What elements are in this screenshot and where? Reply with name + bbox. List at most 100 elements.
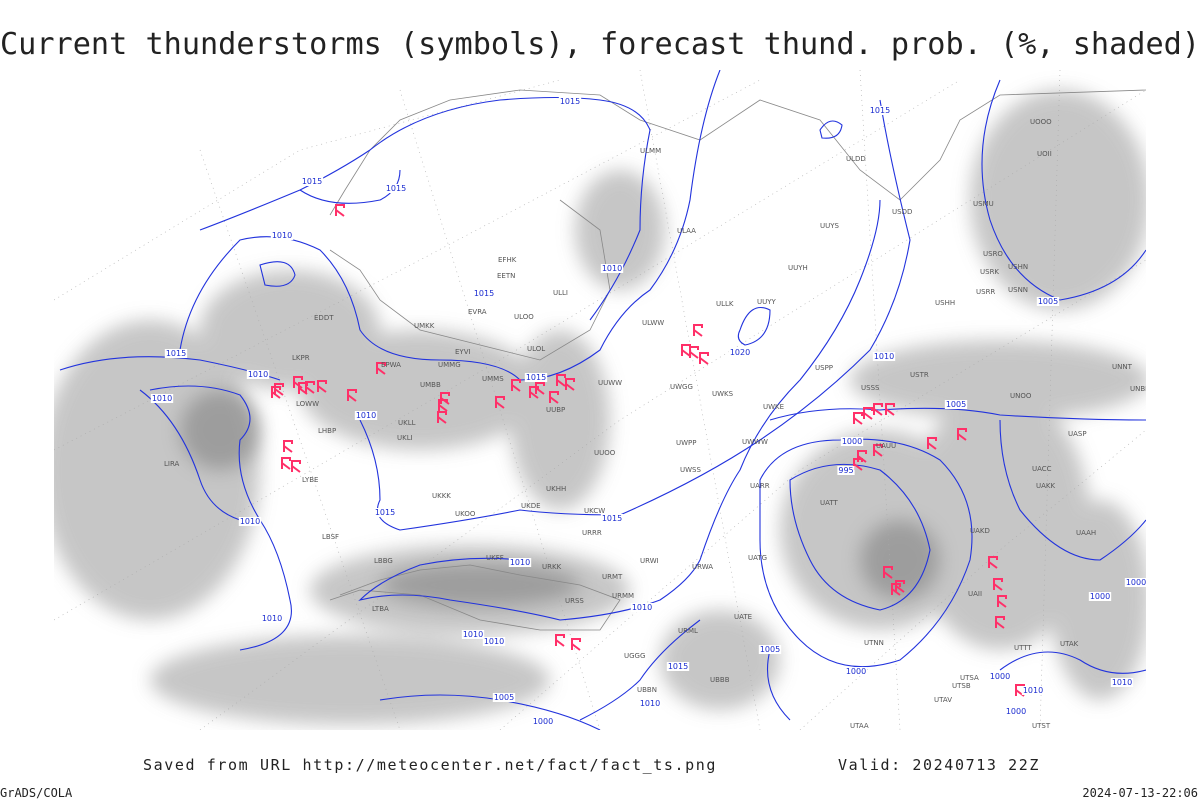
isobar-label: 1010 xyxy=(272,231,292,240)
thunderstorm-symbol xyxy=(993,578,1003,591)
thunderstorm-symbol xyxy=(853,458,863,471)
isobar-label: 1000 xyxy=(1006,707,1026,716)
station-label: UKKK xyxy=(432,492,451,500)
isobar-label-bg xyxy=(482,637,506,646)
station-label: UWKS xyxy=(712,390,734,398)
station-label: UATE xyxy=(734,613,752,621)
isobar-labels: 1015101510151015101010101015101510101010… xyxy=(150,97,1146,726)
station-label: URMT xyxy=(602,573,623,581)
station-label: UTTT xyxy=(1014,644,1032,652)
station-label: UNNT xyxy=(1112,363,1133,371)
station-label: UMBB xyxy=(420,381,441,389)
thunderstorm-symbol xyxy=(873,444,883,457)
station-label: URMM xyxy=(612,592,634,600)
station-label: UBBN xyxy=(637,686,657,694)
thunderstorm-symbol xyxy=(556,374,566,387)
thunderstorm-symbol xyxy=(565,378,575,391)
isobar-label-bg xyxy=(840,437,864,446)
station-label: USRR xyxy=(976,288,995,296)
thunderstorm-symbol xyxy=(271,386,281,399)
station-label: ULOO xyxy=(514,313,534,321)
station-label: USMU xyxy=(973,200,994,208)
station-label: UTST xyxy=(1032,722,1051,730)
station-label: UKHH xyxy=(546,485,566,493)
station-label: UMMS xyxy=(482,375,504,383)
isobar-label-bg xyxy=(600,264,624,273)
thunderstorm-symbol xyxy=(571,638,581,651)
station-label: UAII xyxy=(968,590,982,598)
isobar-label: 1010 xyxy=(484,637,504,646)
station-label: UNOO xyxy=(1010,392,1032,400)
isobar-label: 1015 xyxy=(166,349,186,358)
thunderstorm-symbol xyxy=(511,379,521,392)
thunderstorm-symbol xyxy=(555,634,565,647)
station-label: UMKK xyxy=(414,322,435,330)
isobar-label: 1005 xyxy=(946,400,966,409)
isobar-label-bg xyxy=(872,352,896,361)
isobar-label: 1015 xyxy=(668,662,688,671)
isobar-label-bg xyxy=(354,411,378,420)
isobar-label-bg xyxy=(270,231,294,240)
isobar-label: 1000 xyxy=(533,717,553,726)
isobar-label-bg xyxy=(1088,592,1112,601)
isobar-label-bg xyxy=(666,662,690,671)
station-label: USNN xyxy=(1008,286,1028,294)
station-label: LIRA xyxy=(164,460,180,468)
station-label: URWA xyxy=(692,563,713,571)
isobar-label-bg xyxy=(1124,578,1146,587)
isobar-label-bg xyxy=(988,672,1012,681)
station-label: UUYY xyxy=(757,298,777,306)
thunderstorm-symbol xyxy=(997,595,1007,608)
thunderstorm-symbol xyxy=(883,566,893,579)
thunderstorm-symbol xyxy=(863,407,873,420)
isobar-label-bg xyxy=(373,508,397,517)
isobar-label-bg xyxy=(492,693,516,702)
isobar-label-bg xyxy=(638,699,662,708)
station-label: UKOO xyxy=(455,510,476,518)
isobar-label-bg xyxy=(844,667,868,676)
station-label: UTAA xyxy=(850,722,869,730)
thunderstorm-symbol xyxy=(995,616,1005,629)
station-label: UARR xyxy=(750,482,770,490)
thunderstorm-symbol xyxy=(347,389,357,402)
isobar-label-bg xyxy=(524,373,548,382)
station-label: UAKK xyxy=(1036,482,1056,490)
station-label: ULLK xyxy=(716,300,734,308)
station-label: UAUU xyxy=(876,442,896,450)
station-label: UKLL xyxy=(398,419,416,427)
station-label: USSS xyxy=(861,384,880,392)
isobar-label-bg xyxy=(508,558,532,567)
station-label: UBBB xyxy=(710,676,730,684)
isobar-label-bg xyxy=(461,630,485,639)
thunderstorm-symbol xyxy=(693,324,703,337)
station-label: UAKD xyxy=(970,527,990,535)
thunderstorm-symbol xyxy=(535,382,545,395)
station-label: LHBP xyxy=(318,427,336,435)
isobar-label: 1000 xyxy=(990,672,1010,681)
timestamp: 2024-07-13-22:06 xyxy=(1082,786,1198,800)
isobar-label: 1020 xyxy=(730,348,750,357)
isobar-label-bg xyxy=(246,370,270,379)
station-label: LBSF xyxy=(322,533,339,541)
isobar-label: 1015 xyxy=(560,97,580,106)
station-label: UKLI xyxy=(397,434,413,442)
station-label: EETN xyxy=(497,272,515,280)
thunderstorm-symbol xyxy=(291,460,301,473)
station-label: UUYS xyxy=(820,222,840,230)
isobar-label-bg xyxy=(558,97,582,106)
isobar-label: 1010 xyxy=(240,517,260,526)
station-label: UUWW xyxy=(598,379,622,387)
thunderstorm-symbol xyxy=(317,380,327,393)
station-label: USRO xyxy=(983,250,1003,258)
station-label: UTNN xyxy=(864,639,884,647)
station-label: UUOO xyxy=(594,449,616,457)
station-label: USRK xyxy=(980,268,999,276)
thunderstorm-symbol xyxy=(335,204,345,217)
isobar-label-bg xyxy=(260,614,284,623)
station-label: USPP xyxy=(815,364,833,372)
station-label: UOII xyxy=(1037,150,1052,158)
station-label: UOOO xyxy=(1030,118,1052,126)
thunderstorm-symbol xyxy=(699,352,709,365)
isobar-label: 1010 xyxy=(152,394,172,403)
thunderstorm-symbol xyxy=(885,403,895,416)
